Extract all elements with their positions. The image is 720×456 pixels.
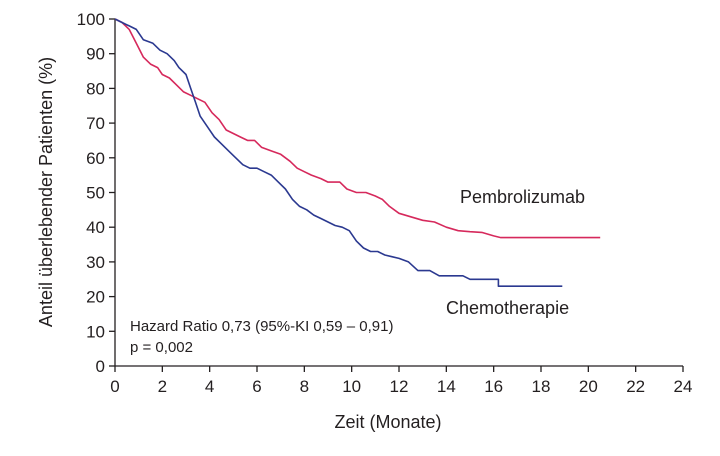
y-tick-label: 90 — [86, 45, 105, 64]
y-axis-ticks: 0 10 20 30 40 50 60 70 80 90 100 — [77, 10, 115, 376]
x-tick-label: 24 — [674, 377, 693, 396]
y-tick-label: 70 — [86, 114, 105, 133]
y-tick-label: 40 — [86, 218, 105, 237]
x-tick-label: 22 — [626, 377, 645, 396]
hazard-ratio-annotation: Hazard Ratio 0,73 (95%-KI 0,59 – 0,91) — [130, 318, 393, 335]
series-label-chemotherapie: Chemotherapie — [446, 298, 569, 318]
y-axis-title: Anteil überlebender Patienten (%) — [36, 57, 56, 327]
y-tick-label: 20 — [86, 288, 105, 307]
series-line-chemotherapie — [114, 18, 563, 287]
x-tick-label: 6 — [252, 377, 261, 396]
x-tick-label: 0 — [110, 377, 119, 396]
x-tick-label: 10 — [342, 377, 361, 396]
y-tick-label: 100 — [77, 10, 105, 29]
series-line-pembrolizumab — [114, 18, 601, 239]
x-axis-title: Zeit (Monate) — [334, 412, 441, 432]
x-tick-label: 20 — [579, 377, 598, 396]
x-tick-label: 16 — [484, 377, 503, 396]
series-lines — [114, 18, 601, 287]
y-tick-label: 10 — [86, 322, 105, 341]
x-tick-label: 4 — [205, 377, 214, 396]
series-label-pembrolizumab: Pembrolizumab — [460, 187, 585, 207]
x-tick-label: 8 — [300, 377, 309, 396]
y-tick-label: 30 — [86, 253, 105, 272]
x-tick-label: 14 — [437, 377, 456, 396]
y-tick-label: 50 — [86, 184, 105, 203]
x-tick-label: 18 — [532, 377, 551, 396]
x-tick-label: 12 — [390, 377, 409, 396]
y-tick-label: 60 — [86, 149, 105, 168]
y-tick-label: 80 — [86, 79, 105, 98]
plot-area: 0 2 4 6 8 10 12 14 16 18 20 22 24 010203040506070809… — [77, 10, 693, 396]
x-tick-label: 2 — [158, 377, 167, 396]
x-axis-ticks: 0 2 4 6 8 10 12 14 16 18 20 22 24 — [110, 366, 692, 396]
p-value-annotation: p = 0,002 — [130, 339, 193, 356]
y-tick-label: 0 — [96, 357, 105, 376]
